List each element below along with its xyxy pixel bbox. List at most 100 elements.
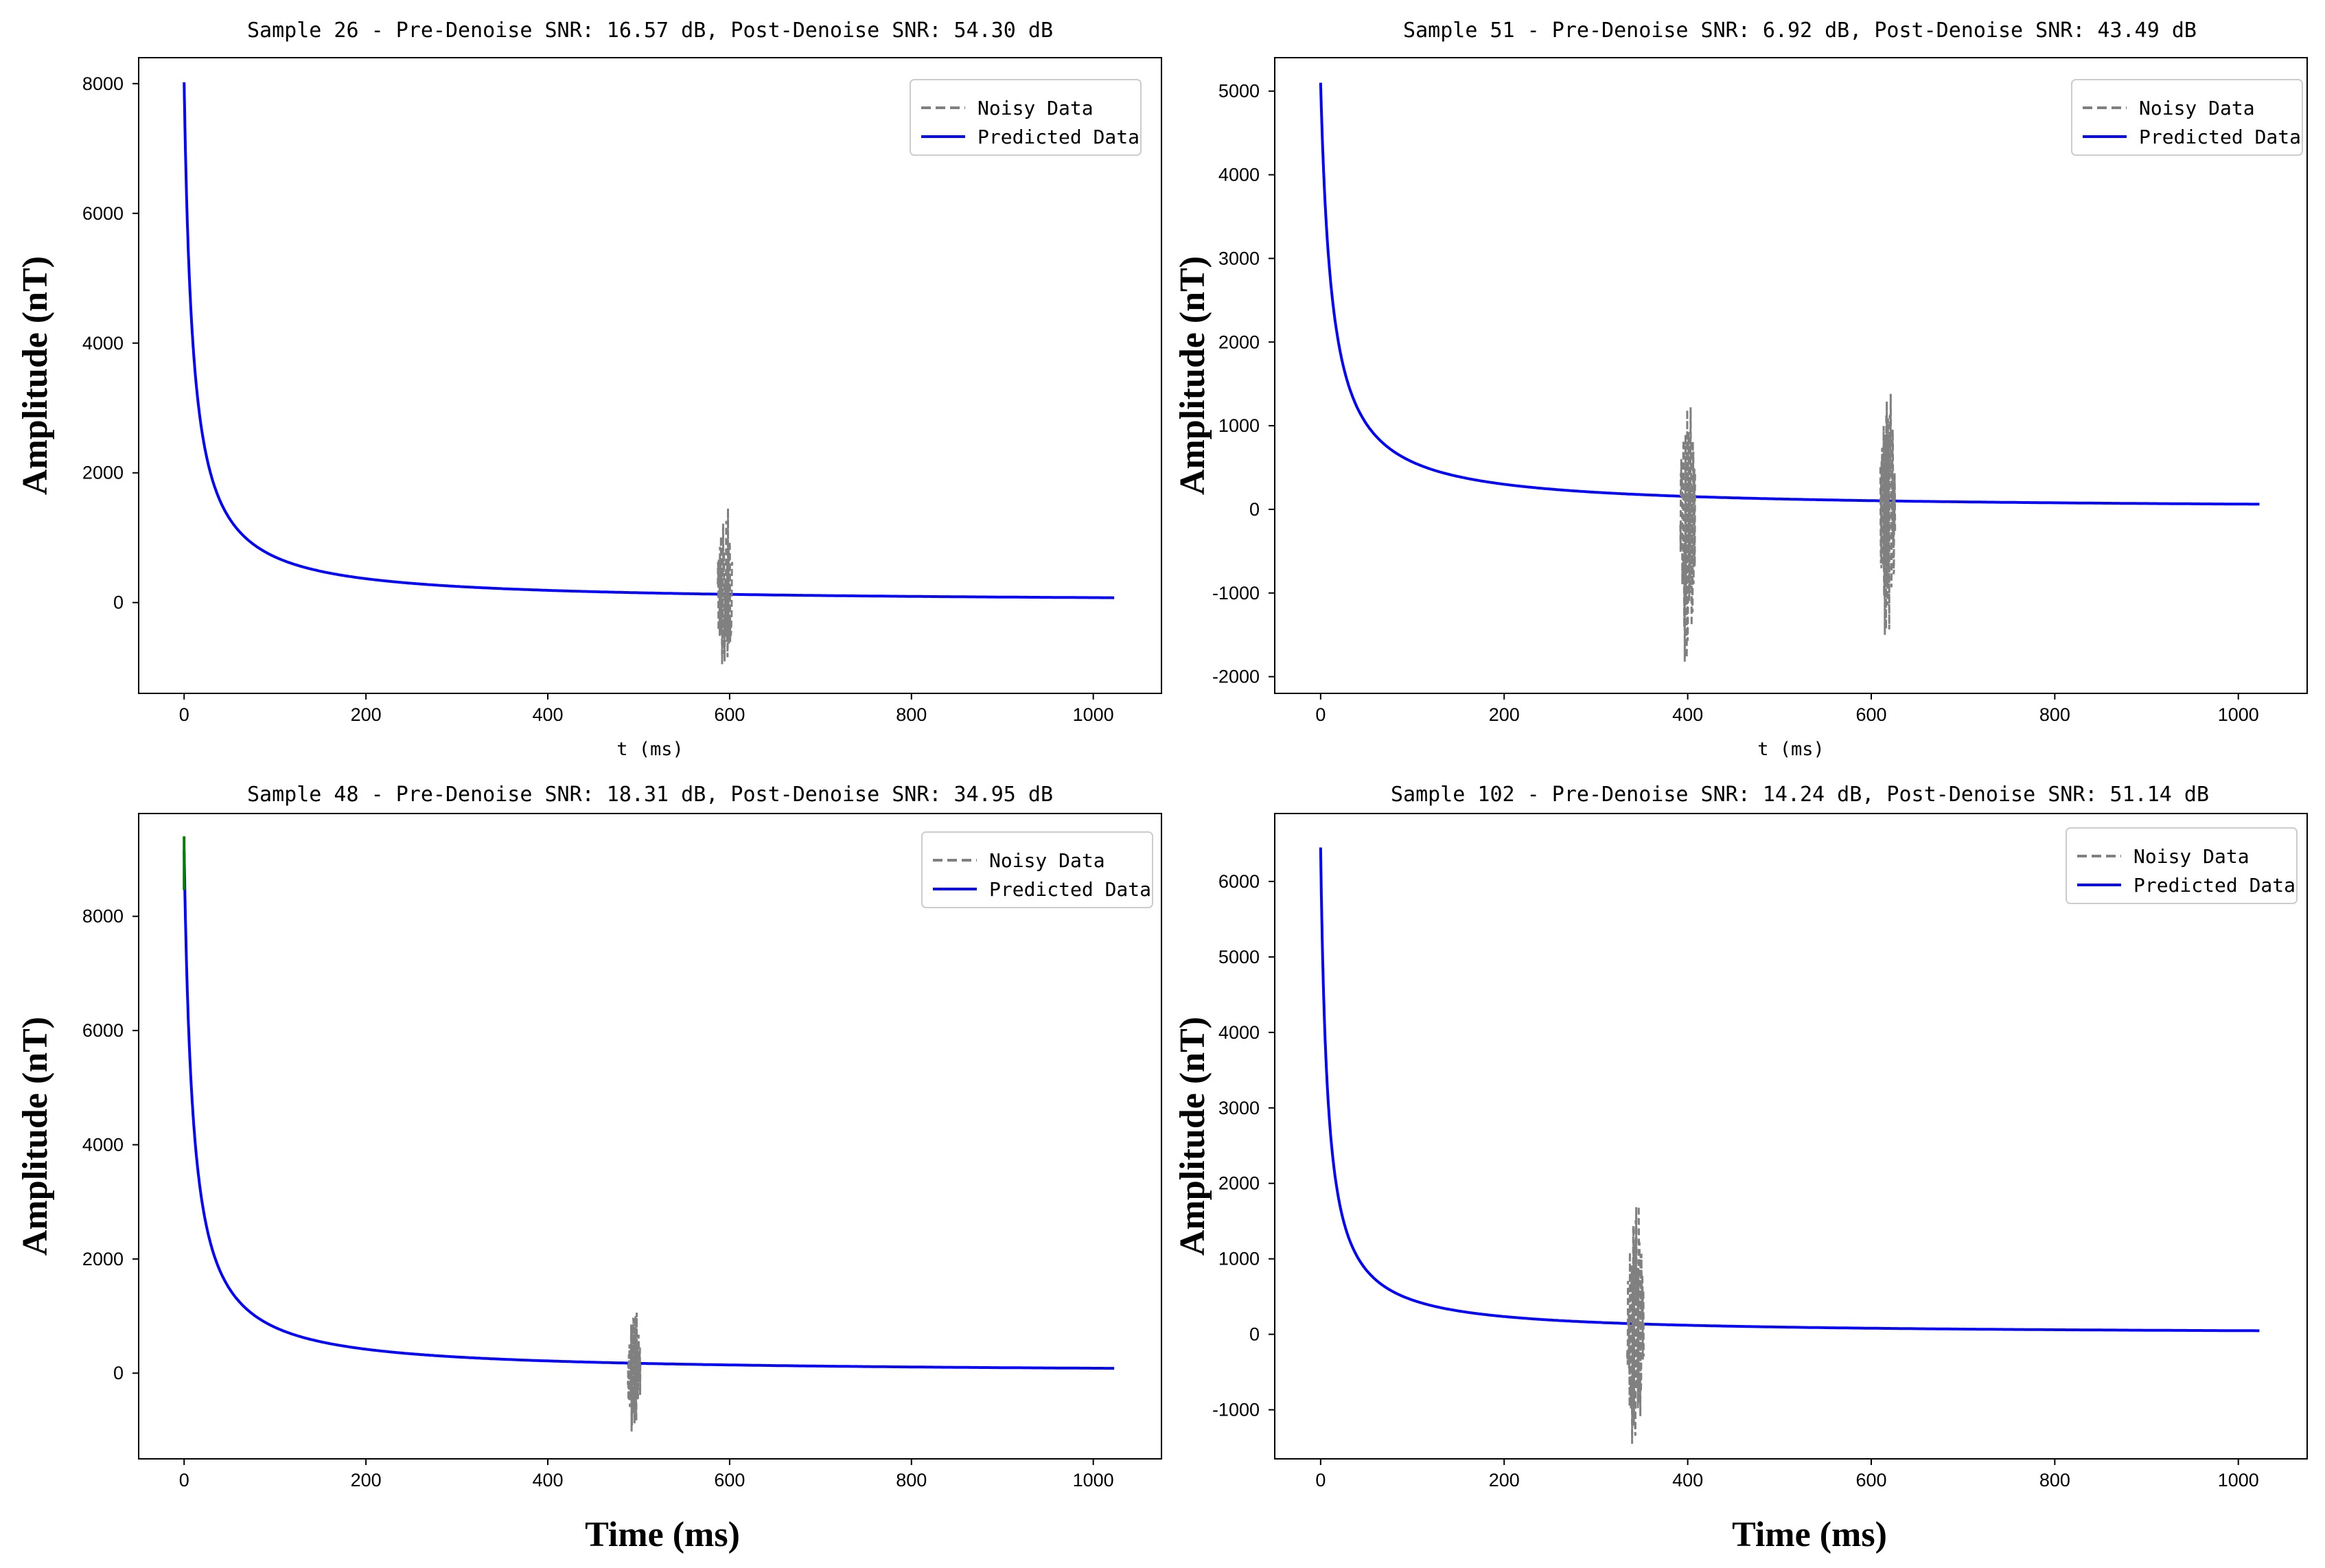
y-tick-label: 0 xyxy=(113,1363,124,1383)
x-tick-label: 0 xyxy=(1315,704,1326,725)
legend-box xyxy=(910,79,1142,156)
x-tick-label: 800 xyxy=(896,1470,927,1490)
axes-frame xyxy=(138,57,1162,694)
axes-frame xyxy=(1274,57,2308,694)
x-tick-label: 200 xyxy=(351,1470,382,1490)
panel-sample-26: Sample 26 - Pre-Denoise SNR: 16.57 dB, P… xyxy=(16,19,1162,760)
x-tick-label: 600 xyxy=(1855,704,1886,725)
y-tick-label: -1000 xyxy=(1212,583,1260,603)
x-tick-label: 0 xyxy=(1315,1470,1326,1490)
x-tick-label: 200 xyxy=(1489,1470,1520,1490)
x-tick-label: 800 xyxy=(896,704,927,725)
y-axis-label: Amplitude (nT) xyxy=(16,1017,55,1256)
x-tick-label: 400 xyxy=(532,704,563,725)
x-axis-label: Time (ms) xyxy=(585,1515,740,1554)
y-tick-label: 2000 xyxy=(1218,1173,1260,1194)
legend: Noisy Data Predicted Data xyxy=(2071,79,2303,156)
x-tick-label: 400 xyxy=(1672,1470,1703,1490)
y-tick-label: 5000 xyxy=(1218,81,1260,102)
x-tick-label: 1000 xyxy=(2218,1470,2259,1490)
legend-box xyxy=(2071,79,2303,156)
plot-area xyxy=(183,836,1115,1432)
x-tick-label: 400 xyxy=(1672,704,1703,725)
x-tick-label: 600 xyxy=(714,704,745,725)
x-tick-label: 400 xyxy=(532,1470,563,1490)
plot-area xyxy=(183,82,1115,665)
y-tick-label: 2000 xyxy=(1218,332,1260,352)
y-tick-label: 5000 xyxy=(1218,947,1260,967)
y-tick-label: 6000 xyxy=(82,203,124,224)
y-tick-label: 2000 xyxy=(82,1249,124,1269)
x-tick-label: 200 xyxy=(351,704,382,725)
predicted-data-line xyxy=(1319,847,2260,1333)
x-tick-label: 600 xyxy=(714,1470,745,1490)
plot-area xyxy=(1319,82,2260,662)
legend-noisy-label: Noisy Data xyxy=(978,97,1094,119)
predicted-data-line xyxy=(183,82,1115,599)
y-tick-label: 8000 xyxy=(82,906,124,927)
y-tick-label: 4000 xyxy=(82,333,124,354)
y-tick-label: 0 xyxy=(113,592,124,613)
noisy-data-burst xyxy=(627,1312,642,1432)
x-tick-label: 1000 xyxy=(1073,1470,1114,1490)
legend-box xyxy=(921,831,1153,908)
plot-area xyxy=(1319,847,2260,1444)
x-tick-label: 200 xyxy=(1489,704,1520,725)
ticks: 0 200 400 600 800 1000 -2000 -1000 0 1000 2000 3000… xyxy=(1212,81,2259,725)
ticks: 0 200 400 600 800 1000 -1000 0 1000 2000 3000 4000 5… xyxy=(1212,871,2259,1490)
legend-box xyxy=(2066,827,2298,904)
y-axis-label: Amplitude (nT) xyxy=(16,256,55,495)
y-tick-label: 4000 xyxy=(1218,1022,1260,1043)
x-tick-label: 0 xyxy=(179,1470,189,1490)
x-tick-label: 1000 xyxy=(1073,704,1114,725)
panel-sample-48: Sample 48 - Pre-Denoise SNR: 18.31 dB, P… xyxy=(16,783,1162,1554)
y-tick-label: 4000 xyxy=(82,1134,124,1155)
legend-predicted-label: Predicted Data xyxy=(978,126,1140,148)
panel-title: Sample 102 - Pre-Denoise SNR: 14.24 dB, … xyxy=(1391,783,2209,807)
y-tick-label: 1000 xyxy=(1218,1249,1260,1269)
noisy-data-burst xyxy=(717,508,734,665)
legend: Noisy Data Predicted Data xyxy=(2066,827,2298,904)
y-tick-label: -2000 xyxy=(1212,667,1260,687)
legend-predicted-label: Predicted Data xyxy=(989,878,1151,901)
y-tick-label: 6000 xyxy=(82,1020,124,1041)
legend-predicted-label: Predicted Data xyxy=(2133,874,2295,897)
y-tick-label: -1000 xyxy=(1212,1400,1260,1420)
panel-sample-51: Sample 51 - Pre-Denoise SNR: 6.92 dB, Po… xyxy=(1173,19,2308,760)
y-tick-label: 0 xyxy=(1249,1324,1260,1345)
noisy-data-burst xyxy=(1679,407,1696,662)
x-tick-label: 1000 xyxy=(2218,704,2259,725)
legend-noisy-label: Noisy Data xyxy=(2133,845,2249,868)
y-tick-label: 6000 xyxy=(1218,871,1260,892)
legend-predicted-label: Predicted Data xyxy=(2139,126,2301,148)
x-tick-label: 800 xyxy=(2039,704,2070,725)
panel-title: Sample 48 - Pre-Denoise SNR: 18.31 dB, P… xyxy=(247,783,1053,807)
legend-noisy-label: Noisy Data xyxy=(989,849,1105,872)
predicted-data-line xyxy=(183,851,1115,1370)
x-tick-label: 0 xyxy=(179,704,189,725)
y-axis-label: Amplitude (nT) xyxy=(1173,256,1212,495)
y-tick-label: 3000 xyxy=(1218,248,1260,268)
x-tick-label: 800 xyxy=(2039,1470,2070,1490)
panel-title: Sample 51 - Pre-Denoise SNR: 6.92 dB, Po… xyxy=(1403,19,2197,43)
ticks: 0 200 400 600 800 1000 0 2000 4000 6000 8000 xyxy=(82,73,1114,725)
x-tick-label: 600 xyxy=(1855,1470,1886,1490)
axes-frame xyxy=(1274,813,2308,1460)
y-tick-label: 2000 xyxy=(82,463,124,483)
y-tick-label: 0 xyxy=(1249,499,1260,520)
y-axis-label: Amplitude (nT) xyxy=(1173,1017,1212,1256)
y-tick-label: 1000 xyxy=(1218,415,1260,436)
legend-noisy-label: Noisy Data xyxy=(2139,97,2255,119)
x-axis-label: Time (ms) xyxy=(1732,1515,1887,1554)
noisy-data-burst xyxy=(1626,1206,1645,1444)
y-tick-label: 4000 xyxy=(1218,165,1260,185)
ticks: 0 200 400 600 800 1000 0 2000 4000 6000 8000 xyxy=(82,906,1114,1490)
panel-title: Sample 26 - Pre-Denoise SNR: 16.57 dB, P… xyxy=(247,19,1053,43)
legend: Noisy Data Predicted Data xyxy=(921,831,1153,908)
axes-frame xyxy=(138,813,1162,1460)
y-tick-label: 3000 xyxy=(1218,1098,1260,1118)
noisy-data-burst xyxy=(1879,393,1897,635)
legend: Noisy Data Predicted Data xyxy=(910,79,1142,156)
predicted-data-line xyxy=(1319,82,2260,506)
